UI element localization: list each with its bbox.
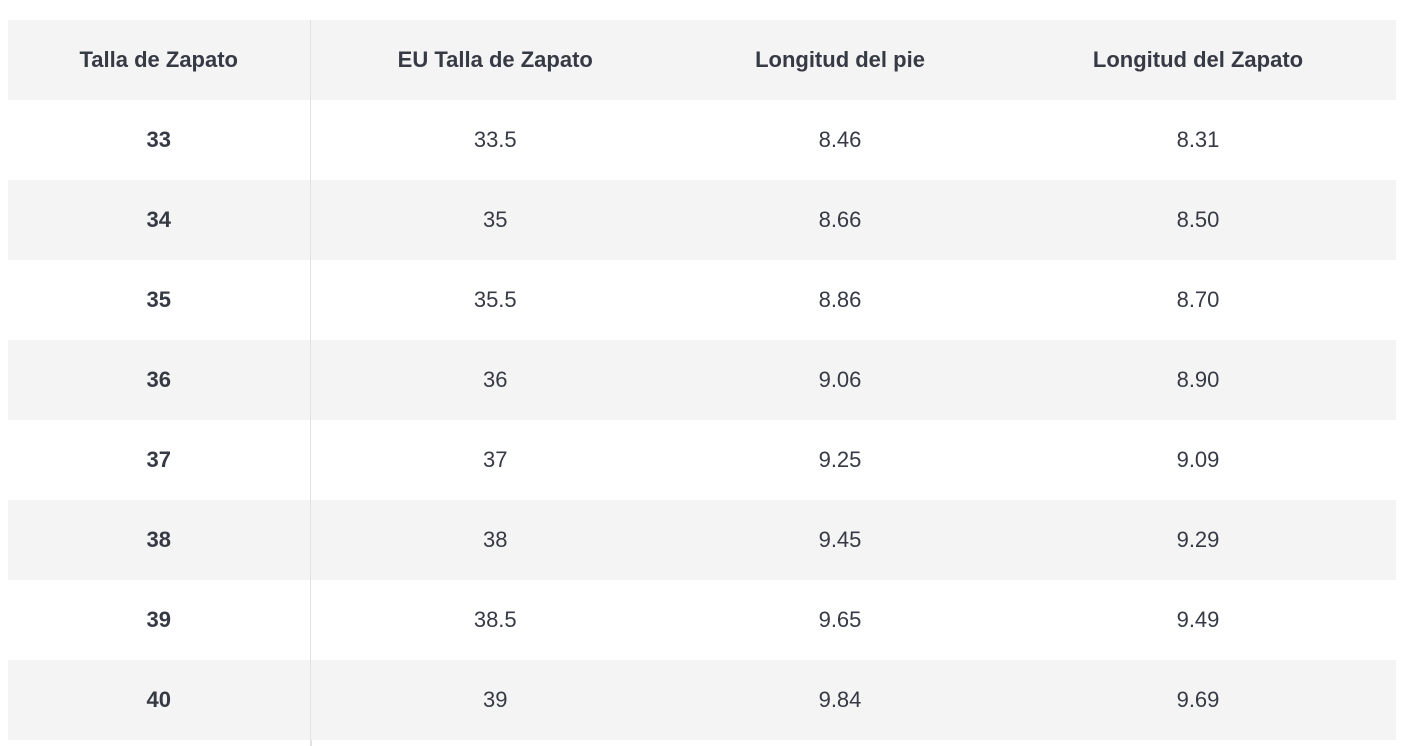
cell-shoe-size: 33 (8, 100, 311, 180)
cell-shoe-size: 37 (8, 420, 311, 500)
cell-foot-length: 8.46 (818, 127, 862, 152)
cell-foot-length: 9.65 (818, 607, 862, 632)
table-row: 37 37 9.25 9.09 (8, 420, 1396, 500)
cell-eu-shoe-size: 37 (483, 447, 508, 472)
cell-eu-shoe-size: 35.5 (473, 287, 517, 312)
cell-shoe-length: 9.49 (1176, 607, 1220, 632)
cell-foot-length: 9.84 (818, 687, 862, 712)
cell-shoe-size: 38 (8, 500, 311, 580)
cell-shoe-size: 40 (8, 660, 311, 740)
cell-eu-shoe-size: 38 (483, 527, 508, 552)
cell-eu-shoe-size: 35 (483, 207, 508, 232)
shoe-size-table: Talla de Zapato EU Talla de Zapato Longi… (8, 20, 1396, 740)
table-header-row: Talla de Zapato EU Talla de Zapato Longi… (8, 20, 1396, 100)
table-row: 35 35.5 8.86 8.70 (8, 260, 1396, 340)
table-row: 40 39 9.84 9.69 (8, 660, 1396, 740)
cell-shoe-size: 36 (8, 340, 311, 420)
table-row: 39 38.5 9.65 9.49 (8, 580, 1396, 660)
cell-eu-shoe-size: 36 (483, 367, 508, 392)
cell-eu-shoe-size: 33.5 (473, 127, 517, 152)
table-row: 33 33.5 8.46 8.31 (8, 100, 1396, 180)
cell-eu-shoe-size: 38.5 (473, 607, 517, 632)
cell-foot-length: 8.66 (818, 207, 862, 232)
cell-shoe-size: 39 (8, 580, 311, 660)
cell-shoe-length: 9.09 (1176, 447, 1220, 472)
cell-shoe-length: 9.29 (1176, 527, 1220, 552)
table-row: 34 35 8.66 8.50 (8, 180, 1396, 260)
cell-foot-length: 9.06 (818, 367, 862, 392)
cell-shoe-length: 8.90 (1176, 367, 1220, 392)
cell-shoe-length: 8.31 (1176, 127, 1220, 152)
header-foot-length: Longitud del pie (755, 47, 925, 72)
cell-shoe-length: 8.50 (1176, 207, 1220, 232)
cell-shoe-size: 35 (8, 260, 311, 340)
size-chart-container: Talla de Zapato EU Talla de Zapato Longi… (8, 20, 1396, 740)
table-row: 36 36 9.06 8.90 (8, 340, 1396, 420)
cell-shoe-length: 8.70 (1176, 287, 1220, 312)
header-eu-shoe-size: EU Talla de Zapato (397, 47, 593, 72)
header-shoe-length: Longitud del Zapato (1092, 47, 1304, 72)
header-shoe-size: Talla de Zapato (8, 20, 311, 100)
cell-eu-shoe-size: 39 (483, 687, 508, 712)
cell-shoe-length: 9.69 (1176, 687, 1220, 712)
cell-foot-length: 9.25 (818, 447, 862, 472)
cell-foot-length: 8.86 (818, 287, 862, 312)
column-divider-continuation (310, 740, 312, 746)
table-row: 38 38 9.45 9.29 (8, 500, 1396, 580)
cell-foot-length: 9.45 (818, 527, 862, 552)
cell-shoe-size: 34 (8, 180, 311, 260)
